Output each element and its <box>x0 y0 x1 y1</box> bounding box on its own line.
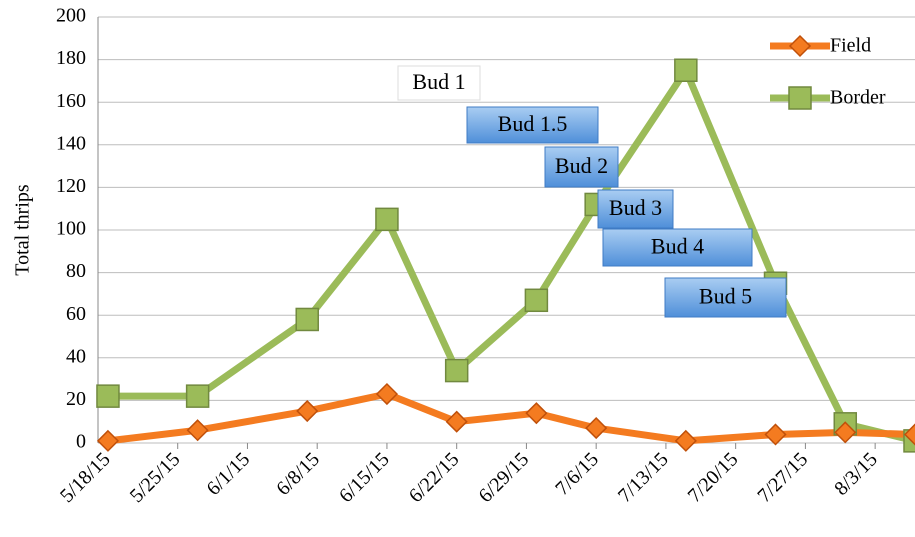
annotation-box <box>664 277 787 318</box>
annotation-text: Bud 4 <box>651 234 704 259</box>
annotation: Bud 3 <box>597 189 674 229</box>
x-tick-label: 5/25/15 <box>126 448 185 507</box>
data-point <box>674 429 697 452</box>
data-point <box>375 207 399 232</box>
x-tick-label: 7/20/15 <box>684 448 743 507</box>
data-point <box>186 419 209 442</box>
annotation-text: Bud 1.5 <box>498 111 568 136</box>
data-point <box>764 423 787 446</box>
data-point <box>903 423 915 446</box>
y-axis-label: Total thrips <box>12 184 34 276</box>
annotation-box <box>597 189 674 229</box>
data-point <box>444 358 469 383</box>
y-tick-label: 0 <box>76 431 86 453</box>
annotation-text: Bud 1 <box>412 69 465 94</box>
annotation-box <box>544 146 619 188</box>
annotation-box <box>602 228 753 267</box>
data-point <box>585 417 608 440</box>
y-tick-label: 160 <box>56 90 86 112</box>
data-point <box>295 307 319 332</box>
data-point <box>96 429 120 452</box>
x-tick-label: 6/8/15 <box>272 448 324 500</box>
y-tick-label: 20 <box>66 388 86 410</box>
y-tick-label: 60 <box>66 303 86 325</box>
y-tick-label: 200 <box>56 5 86 27</box>
annotation: Bud 4 <box>602 228 753 267</box>
annotation-box <box>397 65 481 101</box>
annotation-box <box>466 106 599 144</box>
y-tick-label: 140 <box>56 132 86 154</box>
annotation-text: Bud 5 <box>699 284 752 309</box>
y-tick-label: 120 <box>56 175 86 197</box>
data-point <box>524 288 549 313</box>
data-point <box>375 382 398 406</box>
legend-label: Field <box>830 35 871 57</box>
legend-marker <box>788 34 812 58</box>
legend-marker <box>788 86 812 110</box>
x-tick-label: 7/6/15 <box>551 448 603 500</box>
x-tick-label: 5/18/15 <box>56 448 115 507</box>
data-point <box>834 421 857 444</box>
annotation: Bud 1.5 <box>466 106 599 144</box>
x-tick-label: 8/3/15 <box>830 448 882 500</box>
series-line <box>107 390 915 445</box>
x-tick-label: 6/15/15 <box>335 448 394 507</box>
y-tick-label: 40 <box>66 345 86 367</box>
data-point <box>96 384 120 408</box>
data-point <box>903 429 915 453</box>
x-tick-label: 6/22/15 <box>405 448 464 507</box>
y-tick-label: 180 <box>56 47 86 69</box>
x-tick-label: 7/13/15 <box>614 448 673 507</box>
y-tick-label: 80 <box>66 260 86 282</box>
annotation: Bud 1 <box>397 65 481 101</box>
data-point <box>674 58 698 82</box>
annotation: Bud 2 <box>544 146 619 188</box>
annotation-text: Bud 2 <box>555 153 608 178</box>
annotation: Bud 5 <box>664 277 787 318</box>
data-point <box>445 410 468 433</box>
y-tick-label: 100 <box>56 218 86 240</box>
legend-label: Border <box>830 87 886 109</box>
x-tick-label: 7/27/15 <box>753 448 812 507</box>
data-point <box>185 384 210 408</box>
annotation-text: Bud 3 <box>609 195 662 220</box>
x-tick-label: 6/29/15 <box>474 448 533 507</box>
x-tick-label: 6/1/15 <box>203 448 255 500</box>
data-point <box>525 402 548 425</box>
data-point <box>296 399 319 423</box>
